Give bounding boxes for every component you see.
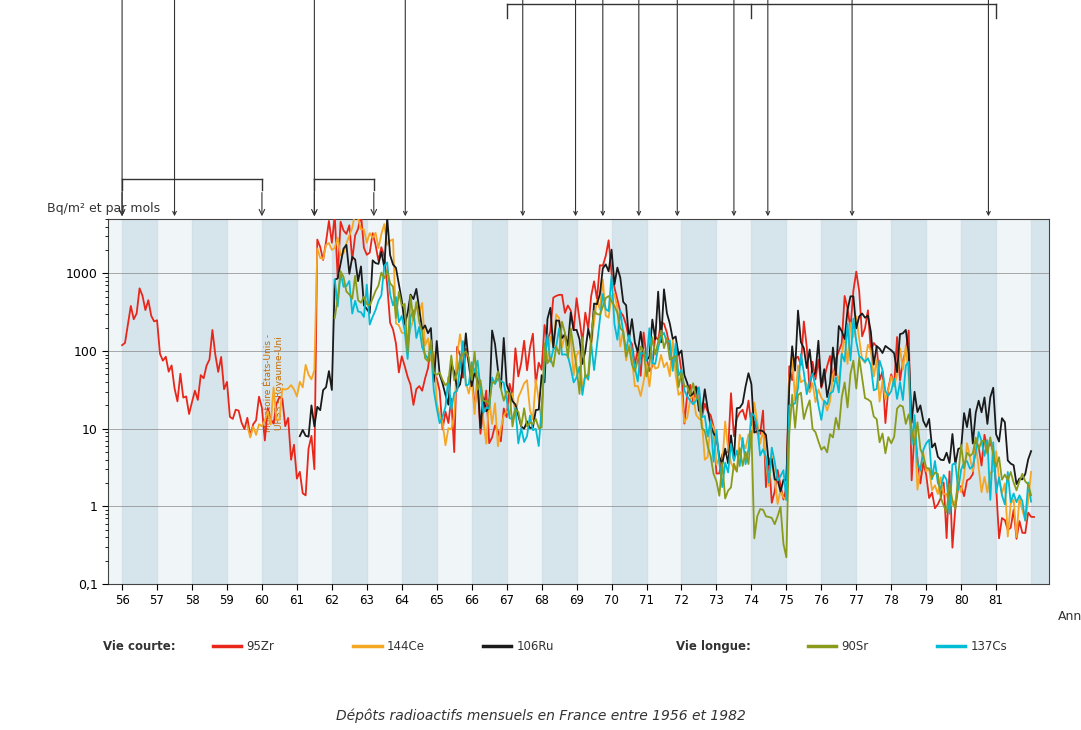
Bar: [612, 219, 646, 584]
Text: 14.10.70 (3 Mt): 14.10.70 (3 Mt): [635, 0, 643, 215]
Text: Vie longue:: Vie longue:: [676, 639, 750, 653]
Text: 27.12.68 (3 Mt): 27.12.68 (3 Mt): [571, 0, 580, 215]
Text: 17.11.76 (4 Mt): 17.11.76 (4 Mt): [848, 0, 856, 215]
Text: Vie courte:: Vie courte:: [103, 639, 175, 653]
Bar: [1031, 219, 1066, 584]
Text: 106Ru: 106Ru: [517, 639, 555, 653]
Text: 17.06.67 (3 Mt): 17.06.67 (3 Mt): [518, 0, 528, 215]
Text: 190 essais (90 Mt)
URSS + États-Unis +
Royaume-Uni: 190 essais (90 Mt) URSS + États-Unis + R…: [160, 0, 189, 215]
Text: 180 essais (260 Mt)
URSS + États-Unis +
Royaume-Uni: 180 essais (260 Mt) URSS + États-Unis + …: [299, 0, 330, 215]
Bar: [332, 219, 366, 584]
Bar: [822, 219, 856, 584]
Bar: [192, 219, 227, 584]
Text: 137Cs: 137Cs: [971, 639, 1007, 653]
Text: 1945-1955 :
70 essais (60 Mt): 1945-1955 : 70 essais (60 Mt): [112, 0, 132, 215]
Bar: [542, 219, 576, 584]
Text: Année: Année: [1058, 610, 1081, 623]
Text: 95Zr: 95Zr: [246, 639, 275, 653]
Bar: [681, 219, 717, 584]
Bar: [891, 219, 926, 584]
Text: Bq/m² et par mols: Bq/m² et par mols: [46, 202, 160, 215]
Text: Arrêt des essais
atmosphériques
URSS - États-Unis-
Royaume-Uni: Arrêt des essais atmosphériques URSS - É…: [385, 0, 426, 215]
Bar: [751, 219, 786, 584]
Text: 16.10.80 (0,6 Mt): 16.10.80 (0,6 Mt): [984, 0, 993, 215]
Bar: [471, 219, 507, 584]
Bar: [961, 219, 996, 584]
Text: 17.06.74 (0,6 Mt): 17.06.74 (0,6 Mt): [763, 0, 772, 215]
Text: 18.11.71 et 18.03.72: 18.11.71 et 18.03.72: [672, 0, 682, 215]
Bar: [122, 219, 157, 584]
Text: 90Sr: 90Sr: [841, 639, 868, 653]
Text: Dépôts radioactifs mensuels en France entre 1956 et 1982: Dépôts radioactifs mensuels en France en…: [335, 708, 746, 723]
Text: 29.09.69 (3 Mt): 29.09.69 (3 Mt): [598, 0, 608, 215]
Text: 144Ce: 144Ce: [387, 639, 425, 653]
Text: Moratoire États-Unis -
URSS - Royaume-Uni: Moratoire États-Unis - URSS - Royaume-Un…: [265, 334, 284, 432]
Bar: [402, 219, 437, 584]
Bar: [262, 219, 297, 584]
Text: 27.06.73 (2,5 Mt): 27.06.73 (2,5 Mt): [730, 0, 738, 215]
